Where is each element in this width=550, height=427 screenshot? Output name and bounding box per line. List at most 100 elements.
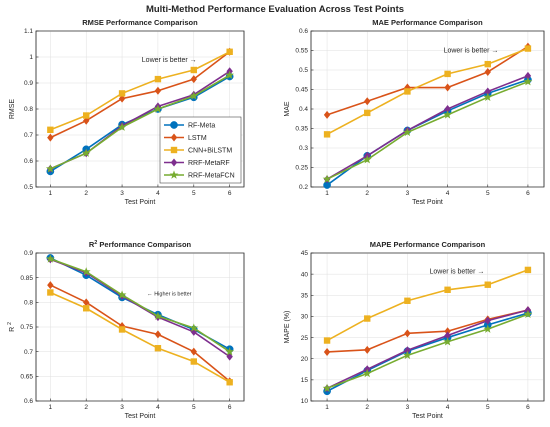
mae-point <box>322 174 332 183</box>
r2-point <box>226 379 233 386</box>
rmse-series-line <box>49 51 231 139</box>
legend-label: CNN+BiLSTM <box>188 147 232 154</box>
r2-ytick-label: 0.65 <box>20 374 33 381</box>
rmse-point <box>154 86 162 95</box>
rmse-ytick-label: 0.6 <box>24 158 33 165</box>
mape-series-line <box>326 313 529 390</box>
mape-point <box>323 347 331 356</box>
mae-point <box>484 87 491 96</box>
legend-marker <box>170 133 178 142</box>
mape-ytick-label: 40 <box>301 271 309 278</box>
rmse-ytick-label: 1 <box>29 54 33 61</box>
mape-point <box>444 286 451 293</box>
mape-xtick-label: 3 <box>406 404 410 411</box>
rmse-point <box>47 126 54 133</box>
mae-series-line <box>326 75 529 180</box>
mae-xlabel: Test Point <box>412 199 443 206</box>
mae-ytick-label: 0.4 <box>299 106 308 113</box>
rmse-ytick-label: 0.7 <box>24 132 33 139</box>
mae-ytick-label: 0.25 <box>295 165 308 172</box>
legend-label: RF-Meta <box>188 122 215 129</box>
legend-label: LSTM <box>188 135 207 142</box>
mape-point <box>404 297 411 304</box>
mae-panel: 1 2 3 4 5 6 0.2 0.25 0.3 0.35 0.4 0.45 0.5 0.55 0.6 MAE… <box>284 18 545 206</box>
mape-ylabel: MAPE (%) <box>284 311 291 344</box>
mae-series-cnn-bilstm <box>323 45 532 138</box>
r2-point <box>81 267 91 276</box>
mae-series-lstm <box>323 42 532 119</box>
mape-xtick-label: 4 <box>446 404 450 411</box>
rmse-title: RMSE Performance Comparison <box>82 18 198 27</box>
mae-point <box>523 77 533 86</box>
figure-title: Multi-Method Performance Evaluation Acro… <box>146 4 404 15</box>
rmse-xtick-label: 4 <box>156 190 160 197</box>
rmse-xlabel: Test Point <box>125 199 156 206</box>
mape-series-rrf-metarf <box>323 306 532 393</box>
mae-xtick-label: 5 <box>486 190 490 197</box>
mae-point <box>362 155 372 164</box>
r2-point <box>83 298 90 307</box>
mape-point <box>443 337 452 346</box>
r2-title: R2 Performance Comparison <box>89 240 192 249</box>
r2-series-line <box>50 258 231 358</box>
rmse-xtick-label: 2 <box>84 190 88 197</box>
mape-ytick-label: 15 <box>301 377 309 384</box>
rmse-panel: 1 2 3 4 5 6 0.5 0.6 0.7 0.8 0.9 1 1.1 RMSE Performanc… <box>9 18 245 206</box>
mape-xtick-label: 1 <box>325 404 329 411</box>
rmse-point <box>190 75 197 84</box>
mape-point <box>404 329 411 338</box>
rmse-point <box>118 90 126 97</box>
mae-point <box>364 109 371 117</box>
mape-title: MAPE Performance Comparison <box>370 240 486 249</box>
mape-series-rrf-metafcn <box>322 309 533 393</box>
mape-xtick-label: 2 <box>365 404 369 411</box>
legend-marker <box>170 121 178 129</box>
mape-point <box>323 337 331 344</box>
r2-point <box>189 323 199 332</box>
mae-series-line <box>326 80 529 180</box>
r2-ytick-label: 0.9 <box>24 250 33 257</box>
rmse-point <box>190 66 197 74</box>
r2-ytick-label: 0.6 <box>24 398 33 405</box>
rmse-point <box>45 164 55 173</box>
mape-point <box>404 346 411 355</box>
rmse-point <box>189 91 199 100</box>
mae-point <box>484 67 491 76</box>
mape-axes-box <box>310 252 545 402</box>
mae-xtick-label: 3 <box>406 190 410 197</box>
rmse-point <box>81 148 91 157</box>
mape-point <box>484 316 491 325</box>
mae-ytick-label: 0.2 <box>299 184 308 191</box>
mape-point <box>524 266 532 274</box>
mape-xlabel: Test Point <box>412 413 443 420</box>
r2-ytick-label: 0.85 <box>20 275 33 282</box>
r2-xtick-label: 3 <box>120 404 124 411</box>
mape-series-cnn-bilstm <box>323 266 532 344</box>
mae-point <box>483 92 493 102</box>
legend-marker <box>170 158 178 167</box>
r2-series-line <box>50 258 231 353</box>
r2-point <box>154 330 162 339</box>
mape-annotation: Lower is better → <box>430 268 485 275</box>
r2-series-line <box>50 291 231 383</box>
legend-label: RRF-MetaFCN <box>188 172 235 179</box>
r2-series-cnn-bilstm <box>47 289 233 386</box>
rmse-series-line <box>50 51 231 131</box>
mae-point <box>524 45 532 52</box>
mae-ytick-label: 0.5 <box>299 67 308 74</box>
rmse-annotation: Lower is better → <box>142 57 197 64</box>
mape-series-line <box>326 269 529 342</box>
r2-ylabel: R2 <box>7 322 16 332</box>
mae-title: MAE Performance Comparison <box>372 18 483 27</box>
mape-xtick-label: 6 <box>526 404 530 411</box>
mae-point <box>484 60 491 68</box>
rmse-xtick-label: 5 <box>192 190 196 197</box>
r2-point <box>225 347 235 356</box>
r2-ytick-label: 0.7 <box>24 349 33 356</box>
rmse-point <box>154 75 162 83</box>
rmse-series-rrf-metafcn <box>45 70 235 173</box>
rmse-xtick-label: 6 <box>228 190 232 197</box>
rmse-series-cnn-bilstm <box>47 48 233 133</box>
mape-point <box>444 331 451 340</box>
